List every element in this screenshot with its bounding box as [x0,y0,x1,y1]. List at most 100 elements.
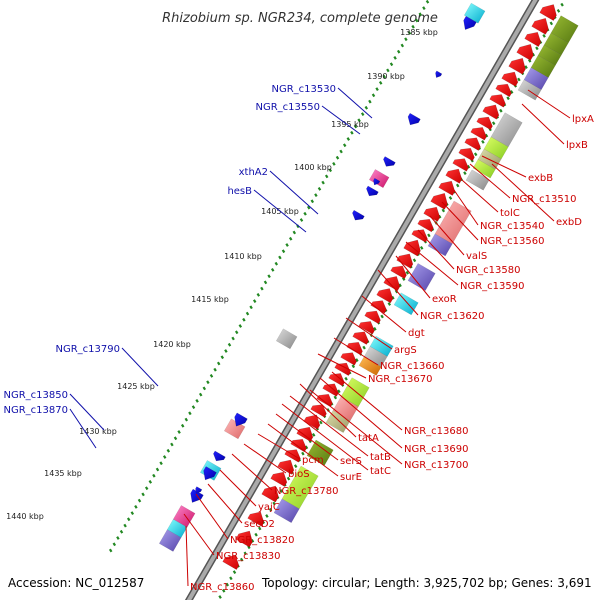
forward-gene-label: NGR_c13700 [404,460,469,471]
forward-gene-arrow [508,57,526,75]
forward-gene-label: NGR_c13540 [480,221,545,232]
forward-gene-label: NGR_c13580 [456,265,521,276]
forward-label-leader [289,395,369,457]
kbp-label: 1390 kbp [367,72,405,81]
forward-label-leader [527,89,571,119]
forward-label-leader [481,155,527,178]
forward-label-leader [417,229,455,270]
reverse-gene-arrow [203,466,217,481]
reverse-label-leader [121,347,159,387]
forward-label-leader [299,383,357,438]
kbp-label: 1415 kbp [191,295,229,304]
forward-gene-arrow [430,192,448,210]
forward-gene-arrow [235,530,253,548]
forward-label-leader [429,215,465,256]
forward-gene-label: NGR_c13590 [460,281,525,292]
forward-label-leader [345,317,393,350]
forward-gene-label: lpxA [572,114,594,125]
kbp-label: 1430 kbp [79,427,117,436]
forward-label-leader [461,179,499,213]
forward-gene-arrow [445,168,463,184]
reverse-label-leader [337,87,373,119]
gene-track [190,4,557,570]
forward-label-leader [491,163,555,222]
forward-label-leader [377,269,419,316]
forward-gene-arrow [364,310,381,325]
forward-gene-arrow [310,404,327,418]
forward-gene-arrow [290,438,307,453]
forward-label-leader [405,241,459,286]
forward-label-leader [183,513,215,556]
reverse-gene-arrow [463,15,477,30]
forward-label-leader [231,453,273,491]
reverse-cds-block [158,529,182,552]
genome-backbone [184,0,540,600]
forward-label-leader [395,255,431,299]
forward-gene-label: tolC [500,208,520,219]
forward-gene-arrow [489,94,506,108]
reverse-gene-label: NGR_c13790 [56,344,121,355]
reverse-gene-arrow-small [195,486,203,494]
forward-gene-arrow [470,127,487,141]
forward-gene-arrow [458,147,475,162]
forward-gene-arrow [358,321,375,335]
reverse-gene-arrow [407,112,421,126]
forward-gene-label: NGR_c13830 [216,551,281,562]
forward-gene-arrow [524,31,542,47]
forward-gene-label: tatC [370,466,391,477]
forward-gene-arrow [346,341,363,356]
cds-track [158,2,579,552]
reverse-gene-arrow [383,156,396,167]
forward-gene-label: NGR_c13820 [230,535,295,546]
forward-label-leader [219,469,257,507]
forward-gene-arrow [516,43,534,61]
forward-label-leader [275,413,339,461]
reverse-gene-label: NGR_c13850 [4,390,69,401]
forward-gene-label: lpxB [566,140,588,151]
cds-block [472,159,496,179]
forward-label-leader [469,163,511,199]
forward-gene-arrow [476,116,493,131]
forward-label-leader [521,103,565,145]
genome-summary-text: Topology: circular; Length: 3,925,702 bp… [261,576,592,590]
forward-gene-arrow [539,4,557,21]
forward-gene-label: NGR_c13680 [404,426,469,437]
forward-label-leader [319,377,403,449]
forward-gene-label: NGR_c13620 [420,311,485,322]
forward-gene-label: NGR_c13510 [512,194,577,205]
forward-gene-arrow [396,253,414,269]
kbp-label: 1410 kbp [224,252,262,261]
forward-label-leader [333,337,379,366]
map-title: Rhizobium sp. NGR234, complete genome [162,11,438,26]
forward-label-leader [331,371,403,431]
reverse-gene-label: NGR_c13870 [4,405,69,416]
reverse-cds-block [275,328,298,350]
forward-gene-arrow [261,485,279,503]
forward-label-leader [453,189,479,226]
reverse-gene-label: xthA2 [239,167,268,178]
forward-gene-arrow [417,218,434,233]
cds-block [393,292,419,316]
forward-gene-arrow [452,158,469,172]
kbp-label: 1425 kbp [117,382,155,391]
reverse-gene-arrow [213,450,226,462]
reverse-label-leader [69,408,97,449]
accession-text: Accession: NC_012587 [8,576,144,590]
forward-gene-label: tatA [358,433,379,444]
kbp-label: 1440 kbp [6,512,44,521]
kbp-label: 1420 kbp [153,340,191,349]
forward-gene-arrow [390,265,407,280]
forward-gene-label: yajC [258,502,280,513]
backbone-line [186,0,538,600]
forward-gene-label: bioS [288,469,310,480]
forward-gene-label: argS [394,345,417,356]
cds-block [273,498,300,524]
forward-gene-label: surE [340,472,362,483]
reverse-gene-label: NGR_c13550 [256,102,321,113]
forward-gene-label: valS [466,251,487,262]
ruler-dots [108,0,430,553]
reverse-gene-arrow [366,185,379,197]
cds-block [427,233,453,257]
forward-gene-label: NGR_c13660 [380,361,445,372]
